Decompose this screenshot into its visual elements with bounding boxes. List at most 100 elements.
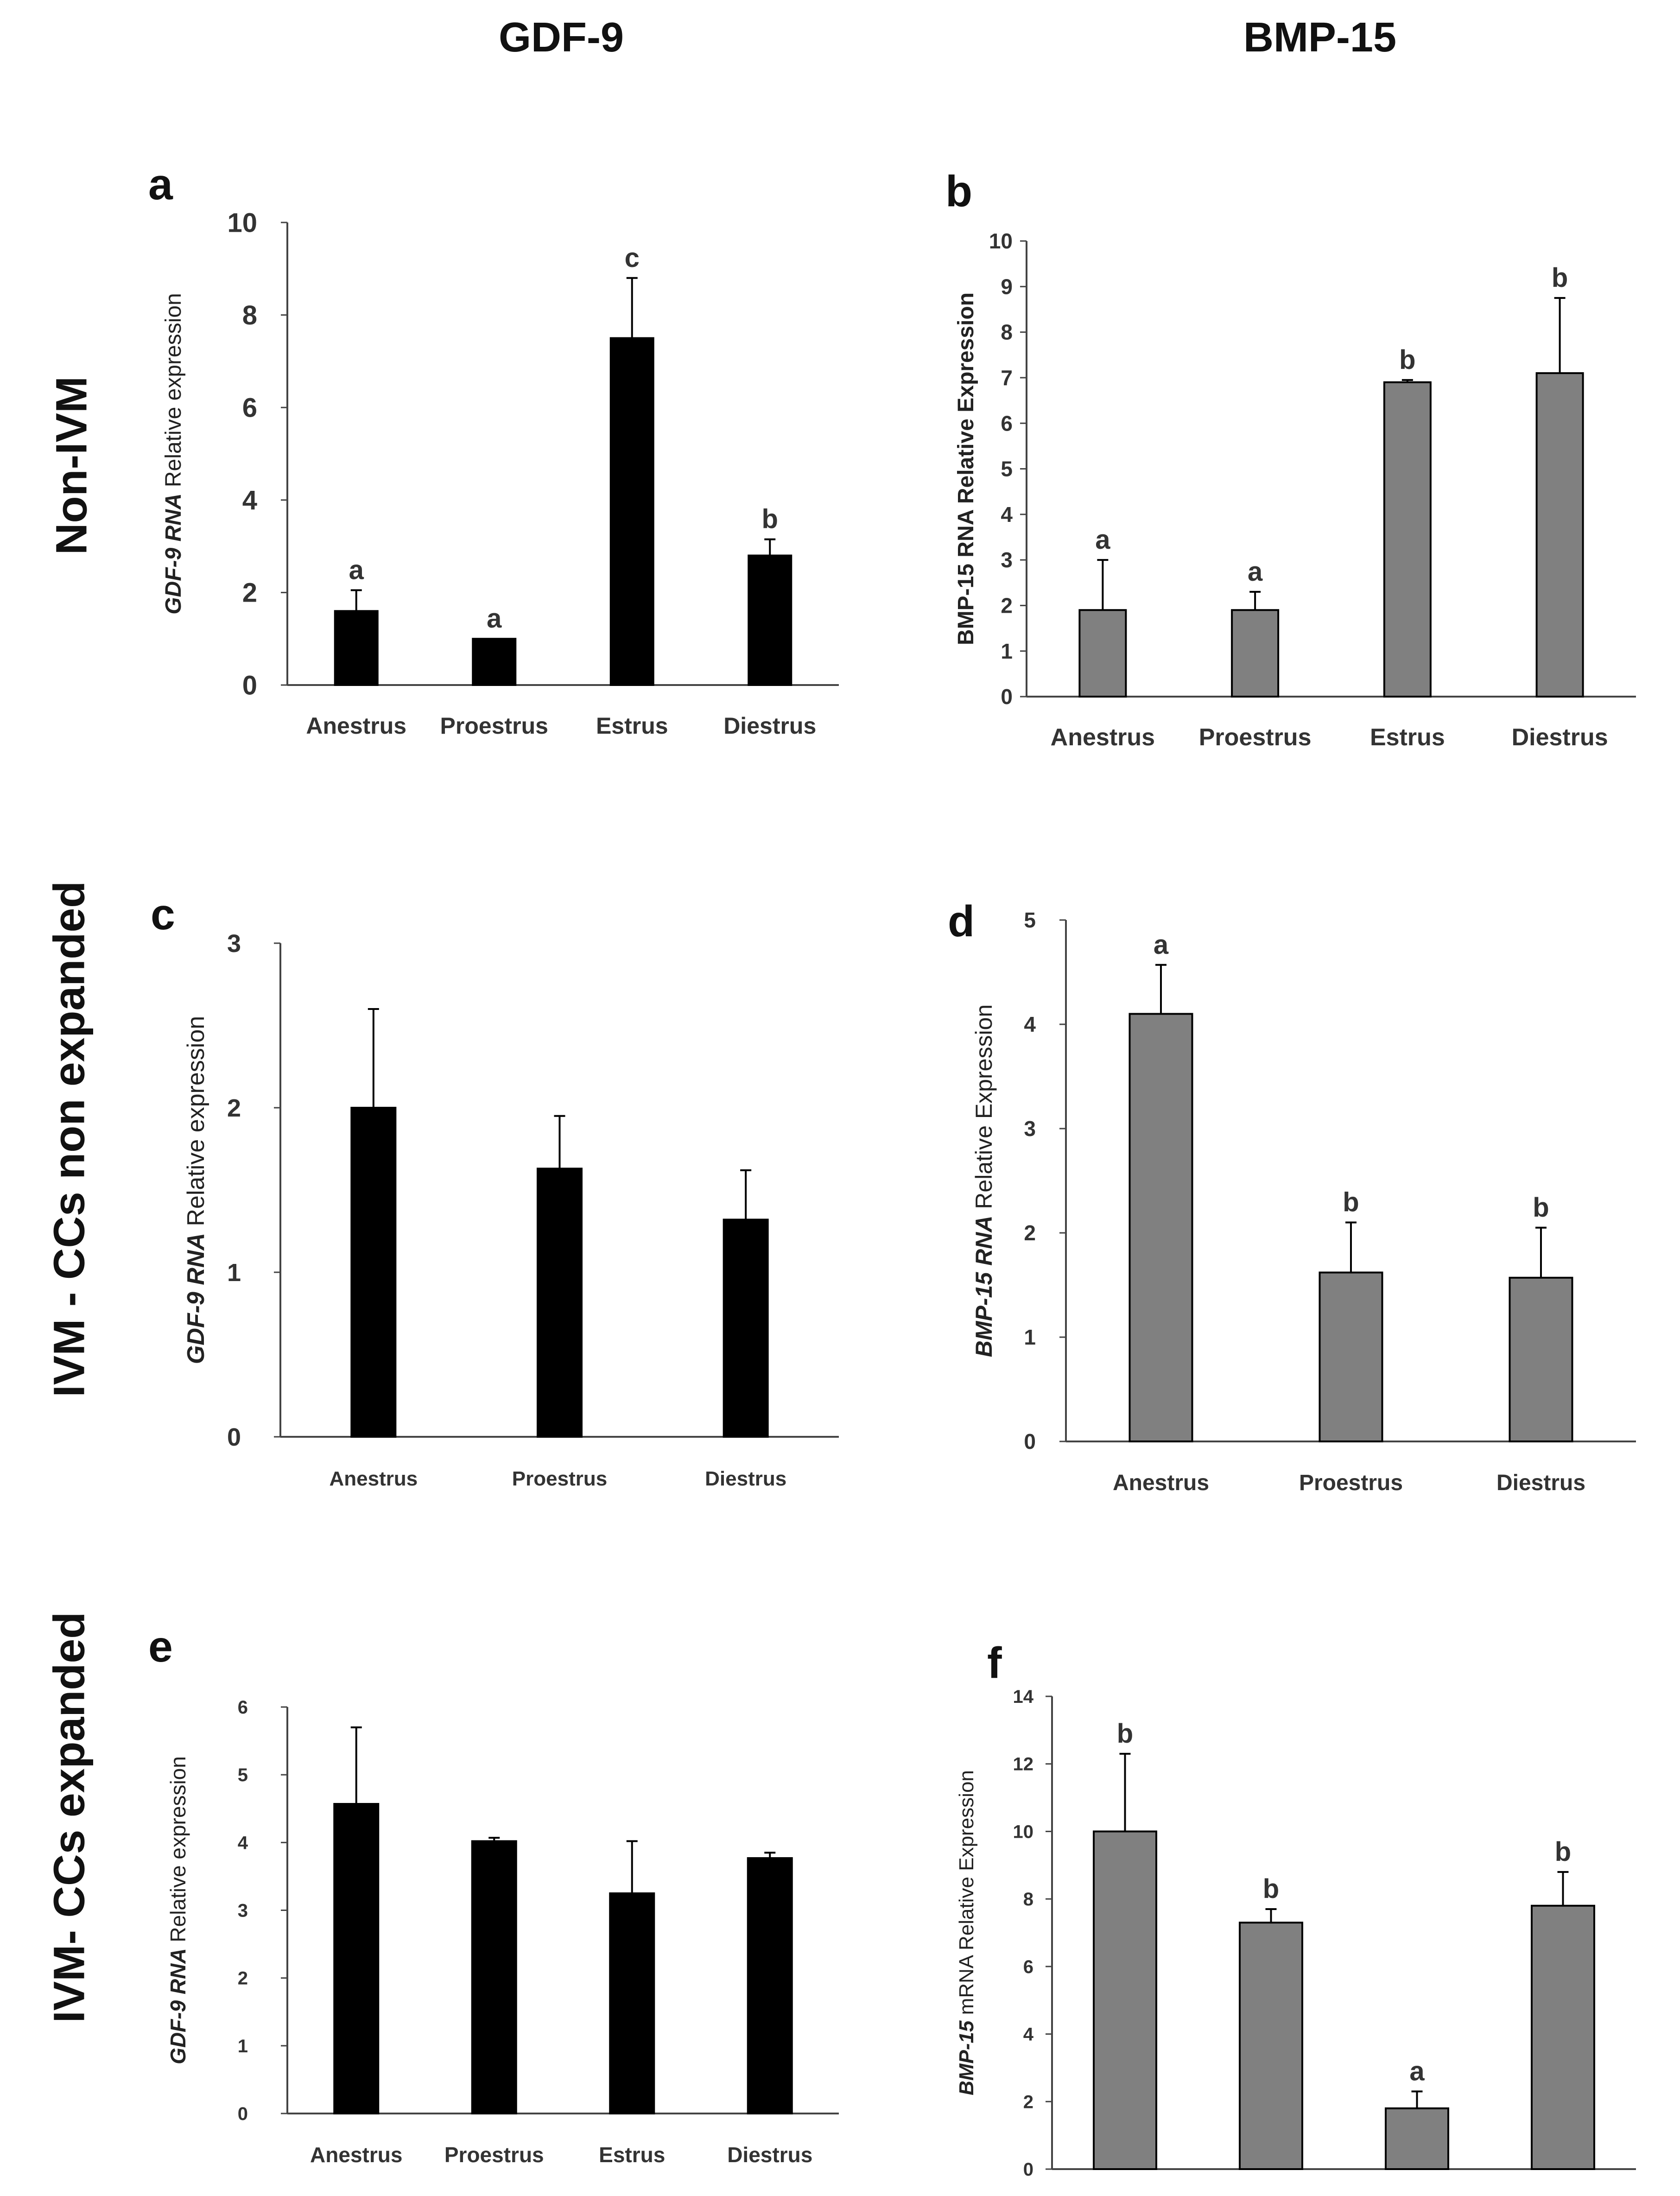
- panel-a-y-tick-label: 6: [242, 393, 257, 423]
- panel-b-y-tick-label: 1: [1001, 639, 1013, 663]
- panel-b-y-tick-label: 5: [1001, 457, 1013, 481]
- panel-d-bar-anestrus: [1128, 1013, 1193, 1442]
- panel-e-letter: e: [148, 1622, 173, 1671]
- panel-b-y-tick-label: 8: [1001, 320, 1013, 344]
- panel-c-bar-anestrus: [350, 1107, 397, 1438]
- column-title-gdf9: GDF-9: [499, 14, 624, 61]
- panel-b-significance-letter: a: [1248, 557, 1263, 587]
- panel-f-significance-letter: b: [1263, 1874, 1279, 1904]
- panel-b-significance-letter: a: [1095, 525, 1110, 555]
- panel-f-y-tick-label: 14: [1013, 1687, 1034, 1707]
- panel-c-bar-diestrus: [723, 1219, 769, 1438]
- panel-f-bar-anestrus: [1093, 1830, 1157, 2170]
- panel-e-y-tick-label: 4: [238, 1833, 248, 1853]
- panel-a-bar-estrus: [609, 337, 654, 686]
- panel-d-y-tick-label: 3: [1024, 1117, 1036, 1141]
- panel-d-y-tick-label: 1: [1024, 1325, 1036, 1349]
- panel-f-y-tick-label: 6: [1023, 1957, 1033, 1977]
- panel-f-y-axis-label: BMP-15 mRNA Relative Expression: [955, 1770, 978, 2095]
- panel-d-y-axis-label: BMP-15 RNA Relative Expression: [971, 1004, 997, 1357]
- panel-a-letter: a: [148, 160, 173, 209]
- column-title-bmp15: BMP-15: [1243, 14, 1397, 61]
- panel-a-y-axis-label: GDF-9 RNA Relative expression: [161, 293, 186, 615]
- panel-d-y-tick-label: 4: [1024, 1012, 1036, 1036]
- panel-d-y-tick-label: 5: [1024, 908, 1036, 932]
- panel-c-y-tick-label: 3: [227, 930, 241, 958]
- panel-b-bar-proestrus: [1231, 609, 1280, 698]
- panel-e-y-axis-label: GDF-9 RNA Relative expression: [166, 1756, 190, 2064]
- panel-e-y-tick-label: 1: [238, 2036, 248, 2056]
- panel-a-y-tick-label: 2: [242, 578, 257, 608]
- panel-b-category-label: Diestrus: [1512, 724, 1608, 751]
- panel-f-bar-diestrus: [1531, 1904, 1595, 2171]
- panel-a-significance-letter: c: [625, 243, 640, 273]
- panel-d-significance-letter: b: [1533, 1193, 1549, 1223]
- panel-d-significance-letter: b: [1343, 1187, 1359, 1218]
- panel-b-bar-diestrus: [1535, 372, 1584, 698]
- panel-f-y-tick-label: 4: [1023, 2025, 1034, 2045]
- panel-b-y-tick-label: 10: [989, 229, 1013, 253]
- panel-f-y-tick-label: 8: [1023, 1889, 1033, 1910]
- panel-f-bar-estrus: [1385, 2107, 1449, 2170]
- panel-f-significance-letter: a: [1409, 2056, 1425, 2086]
- panel-b-y-tick-label: 9: [1001, 274, 1013, 298]
- panel-e-category-label: Diestrus: [727, 2143, 812, 2167]
- panel-f-significance-letter: b: [1117, 1719, 1133, 1749]
- panel-b-category-label: Anestrus: [1051, 724, 1155, 751]
- panel-c-letter: c: [151, 890, 175, 939]
- panel-e-y-tick-label: 2: [238, 1968, 248, 1989]
- panel-f-letter: f: [987, 1638, 1002, 1688]
- panel-f-y-tick-label: 12: [1013, 1754, 1034, 1775]
- panel-e-bar-diestrus: [747, 1857, 793, 2114]
- panel-c-bar-proestrus: [537, 1168, 583, 1438]
- panel-f-y-tick-label: 0: [1023, 2159, 1033, 2180]
- panel-a-y-tick-label: 0: [242, 670, 257, 700]
- panel-e-y-tick-label: 3: [238, 1901, 248, 1921]
- panel-d-category-label: Diestrus: [1496, 1471, 1585, 1495]
- panel-c-category-label: Proestrus: [512, 1467, 607, 1490]
- panel-d-category-label: Proestrus: [1299, 1471, 1403, 1495]
- panel-a-category-label: Estrus: [596, 713, 668, 739]
- panel-a-significance-letter: a: [349, 555, 364, 585]
- panel-e-y-tick-label: 0: [238, 2104, 248, 2124]
- panel-b-y-tick-label: 4: [1001, 502, 1013, 527]
- panel-a-bar-diestrus: [748, 554, 792, 686]
- panel-b-bar-anestrus: [1078, 609, 1127, 698]
- panel-e-bar-proestrus: [471, 1840, 517, 2114]
- panel-d-bar-diestrus: [1509, 1276, 1573, 1442]
- panel-f-significance-letter: b: [1555, 1837, 1571, 1867]
- panel-e-y-tick-label: 5: [238, 1765, 248, 1785]
- panel-b-category-label: Proestrus: [1199, 724, 1312, 751]
- panel-d-y-tick-label: 0: [1024, 1429, 1036, 1453]
- panel-c-y-tick-label: 2: [227, 1094, 241, 1122]
- panel-e-bar-anestrus: [333, 1803, 380, 2114]
- panel-e-category-label: Estrus: [599, 2143, 665, 2167]
- panel-b-letter: b: [945, 167, 972, 216]
- panel-c-category-label: Anestrus: [329, 1467, 418, 1490]
- panel-e-y-tick-label: 6: [238, 1697, 248, 1718]
- panel-d-bar-proestrus: [1319, 1271, 1383, 1442]
- panel-b-y-tick-label: 0: [1001, 685, 1013, 709]
- panel-a-y-tick-label: 4: [242, 485, 257, 515]
- panel-a-category-label: Anestrus: [306, 713, 406, 739]
- panel-c-y-tick-label: 0: [227, 1423, 241, 1451]
- panel-b-y-tick-label: 6: [1001, 411, 1013, 435]
- panel-f-y-tick-label: 10: [1013, 1822, 1034, 1842]
- panel-e-bar-estrus: [609, 1892, 655, 2114]
- panel-c-y-tick-label: 1: [227, 1259, 241, 1287]
- panel-d-y-tick-label: 2: [1024, 1221, 1036, 1245]
- panel-b-y-axis-label: BMP-15 RNA Relative Expression: [954, 292, 978, 645]
- panel-f-bar-proestrus: [1239, 1922, 1303, 2171]
- panel-e-category-label: Anestrus: [310, 2143, 402, 2167]
- panel-d-letter: d: [948, 897, 975, 946]
- panel-b-significance-letter: b: [1399, 345, 1415, 375]
- panel-b-bar-estrus: [1383, 381, 1432, 698]
- panel-d-category-label: Anestrus: [1113, 1471, 1209, 1495]
- panel-a-significance-letter: a: [487, 603, 502, 634]
- panel-a-category-label: Proestrus: [440, 713, 548, 739]
- panel-b-category-label: Estrus: [1370, 724, 1445, 751]
- panel-a-y-tick-label: 10: [227, 208, 257, 238]
- panel-c-category-label: Diestrus: [705, 1467, 786, 1490]
- panel-b-significance-letter: b: [1552, 263, 1568, 293]
